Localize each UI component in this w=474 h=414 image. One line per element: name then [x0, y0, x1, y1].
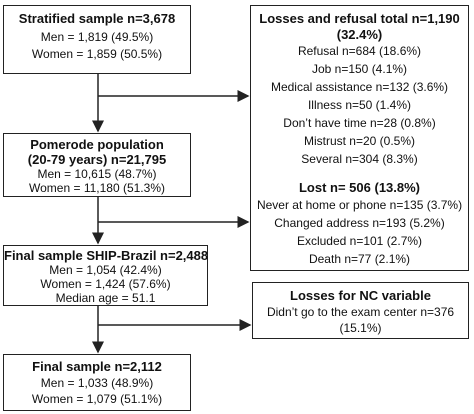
pomerode-population-box: Pomerode population (20-79 years) n=21,7…	[3, 133, 191, 197]
nc-title: Losses for NC variable	[290, 288, 431, 303]
lost-never-home: Never at home or phone n=135 (3.7%)	[256, 198, 463, 212]
lost-changed-address: Changed address n=193 (5.2%)	[274, 216, 445, 230]
stratified-men: Men = 1,819 (49.5%)	[40, 30, 154, 44]
stratified-title: Stratified sample n=3,678	[18, 11, 176, 26]
stratified-women: Women = 1,859 (50.5%)	[31, 47, 163, 61]
losses-title-2: (32.4%)	[336, 27, 383, 42]
ship-title: Final sample SHIP-Brazil n=2,488	[4, 248, 209, 263]
final-women: Women = 1,079 (51.1%)	[31, 392, 163, 406]
final-title: Final sample n=2,112	[32, 359, 162, 374]
losses-refusal-box: Losses and refusal total n=1,190 (32.4%)…	[250, 5, 469, 271]
lost-death: Death n=77 (2.1%)	[308, 252, 411, 266]
pomerode-title-1: Pomerode population	[30, 137, 164, 152]
pomerode-title-2: (20-79 years) n=21,795	[27, 152, 167, 167]
lost-excluded: Excluded n=101 (2.7%)	[296, 234, 423, 248]
pomerode-women: Women = 11,180 (51.3%)	[29, 181, 165, 195]
final-men: Men = 1,033 (48.9%)	[40, 376, 154, 390]
stratified-sample-box: Stratified sample n=3,678 Men = 1,819 (4…	[3, 5, 191, 74]
final-sample-box: Final sample n=2,112 Men = 1,033 (48.9%)…	[3, 354, 191, 411]
losses-medical: Medical assistance n=132 (3.6%)	[270, 80, 449, 94]
losses-job: Job n=150 (4.1%)	[311, 62, 408, 76]
nc-line-2: (15.1%)	[339, 321, 382, 335]
ship-median-age: Median age = 51.1	[55, 291, 156, 305]
losses-title-1: Losses and refusal total n=1,190	[259, 11, 460, 26]
nc-losses-box: Losses for NC variable Didn’t go to the …	[252, 282, 469, 339]
losses-no-time: Don’t have time n=28 (0.8%)	[283, 116, 436, 130]
lost-title: Lost n= 506 (13.8%)	[298, 180, 421, 195]
losses-mistrust: Mistrust n=20 (0.5%)	[303, 134, 416, 148]
ship-brazil-box: Final sample SHIP-Brazil n=2,488 Men = 1…	[3, 245, 208, 306]
losses-refusal: Refusal n=684 (18.6%)	[297, 44, 422, 58]
nc-line-1: Didn’t go to the exam center n=376	[266, 305, 455, 319]
losses-illness: Illness n=50 (1.4%)	[307, 98, 412, 112]
ship-women: Women = 1,424 (57.6%)	[40, 277, 171, 291]
ship-men: Men = 1,054 (42.4%)	[49, 263, 162, 277]
losses-several: Several n=304 (8.3%)	[301, 152, 418, 166]
pomerode-men: Men = 10,615 (48.7%)	[37, 167, 157, 181]
